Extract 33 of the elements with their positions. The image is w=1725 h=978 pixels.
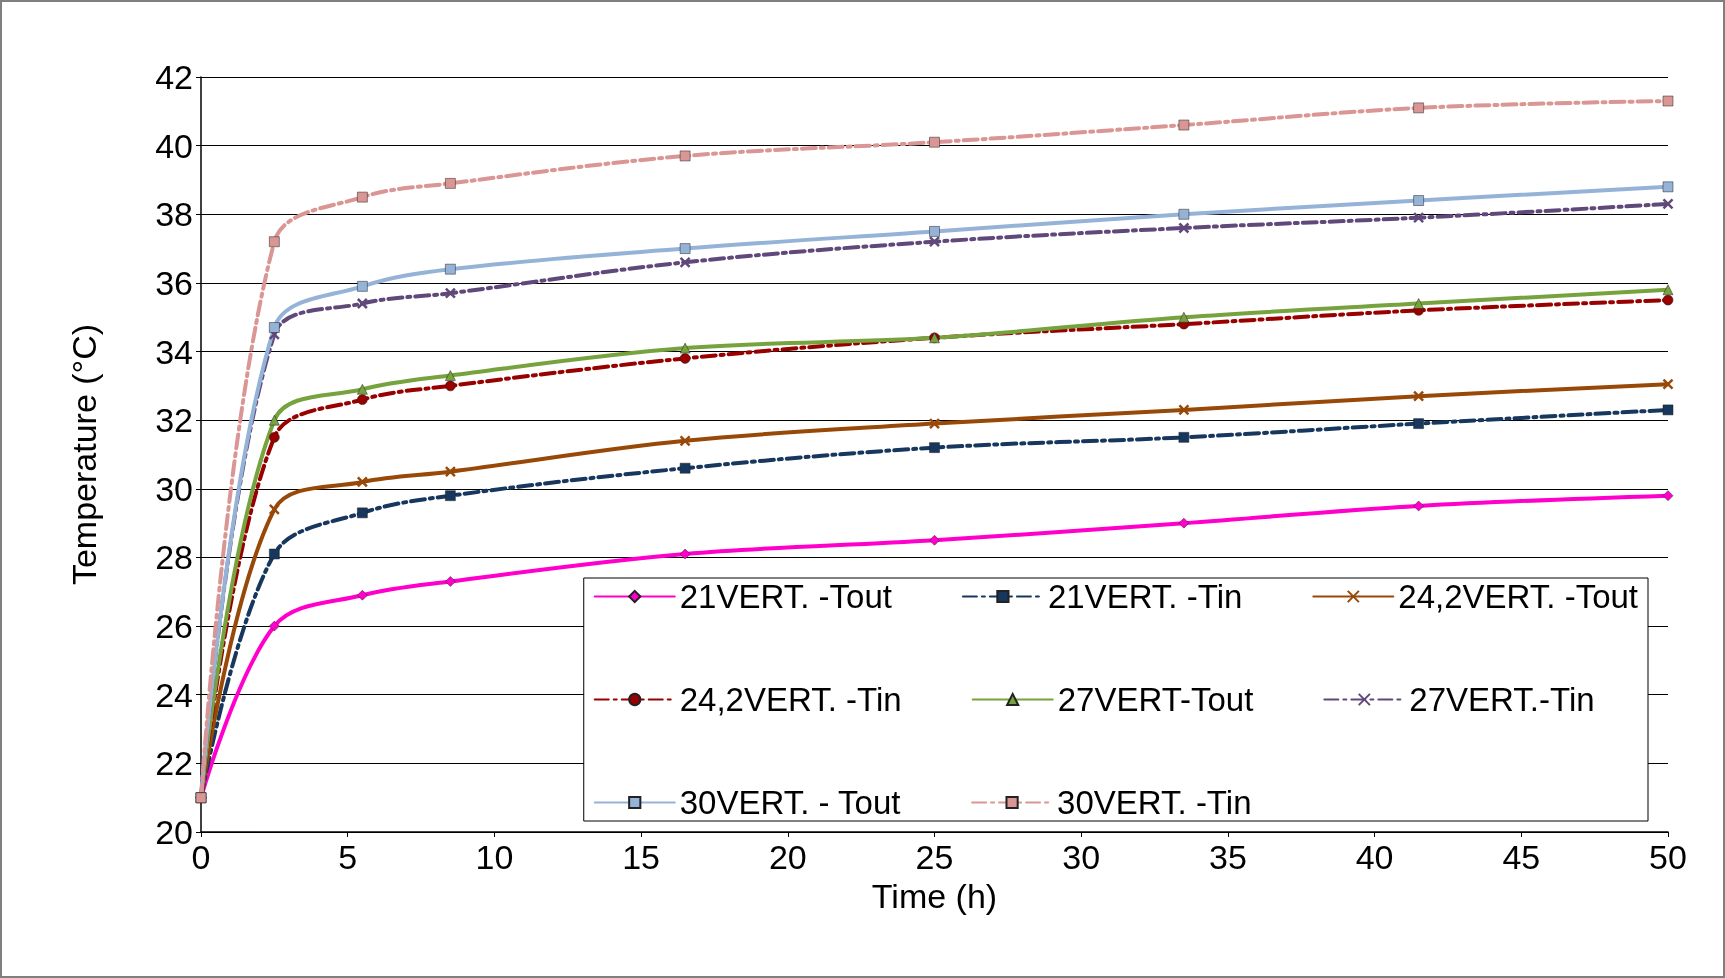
y-tick-label: 38 bbox=[155, 195, 193, 234]
y-tick-label: 30 bbox=[155, 469, 193, 508]
y-tick-label: 28 bbox=[155, 538, 193, 577]
x-tick-label: 10 bbox=[475, 838, 514, 876]
y-tick-label: 26 bbox=[155, 607, 193, 646]
legend-label: 21VERT. -Tout bbox=[679, 578, 892, 615]
legend-label: 21VERT. -Tin bbox=[1047, 578, 1243, 615]
legend-label: 24,2VERT. -Tin bbox=[679, 681, 902, 718]
legend-label: 30VERT. -Tin bbox=[1057, 784, 1252, 821]
y-tick-label: 20 bbox=[155, 813, 193, 851]
x-tick-label: 20 bbox=[768, 838, 807, 876]
y-tick-label: 34 bbox=[155, 332, 193, 371]
y-tick-label: 24 bbox=[155, 675, 193, 714]
x-tick-label: 0 bbox=[191, 838, 211, 876]
x-tick-label: 35 bbox=[1208, 838, 1247, 876]
x-tick-label: 50 bbox=[1649, 838, 1687, 876]
legend-label: 27VERT.-Tin bbox=[1409, 681, 1595, 718]
x-tick-label: 40 bbox=[1355, 838, 1394, 876]
legend-label: 30VERT. - Tout bbox=[679, 784, 901, 821]
y-tick-label: 40 bbox=[155, 126, 193, 165]
legend-label: 24,2VERT. -Tout bbox=[1398, 578, 1638, 615]
y-tick-label: 36 bbox=[155, 263, 193, 302]
x-tick-label: 45 bbox=[1502, 838, 1541, 876]
y-tick-label: 42 bbox=[155, 58, 193, 96]
x-axis-title: Time (h) bbox=[871, 876, 998, 915]
x-tick-label: 15 bbox=[622, 838, 661, 876]
y-tick-label: 32 bbox=[155, 401, 193, 440]
x-tick-label: 5 bbox=[338, 838, 358, 876]
legend-label: 27VERT-Tout bbox=[1057, 681, 1254, 718]
y-axis-title: Temperature (°C) bbox=[65, 323, 103, 586]
x-tick-label: 25 bbox=[915, 838, 954, 876]
x-tick-label: 30 bbox=[1062, 838, 1101, 876]
y-tick-label: 22 bbox=[155, 744, 193, 783]
